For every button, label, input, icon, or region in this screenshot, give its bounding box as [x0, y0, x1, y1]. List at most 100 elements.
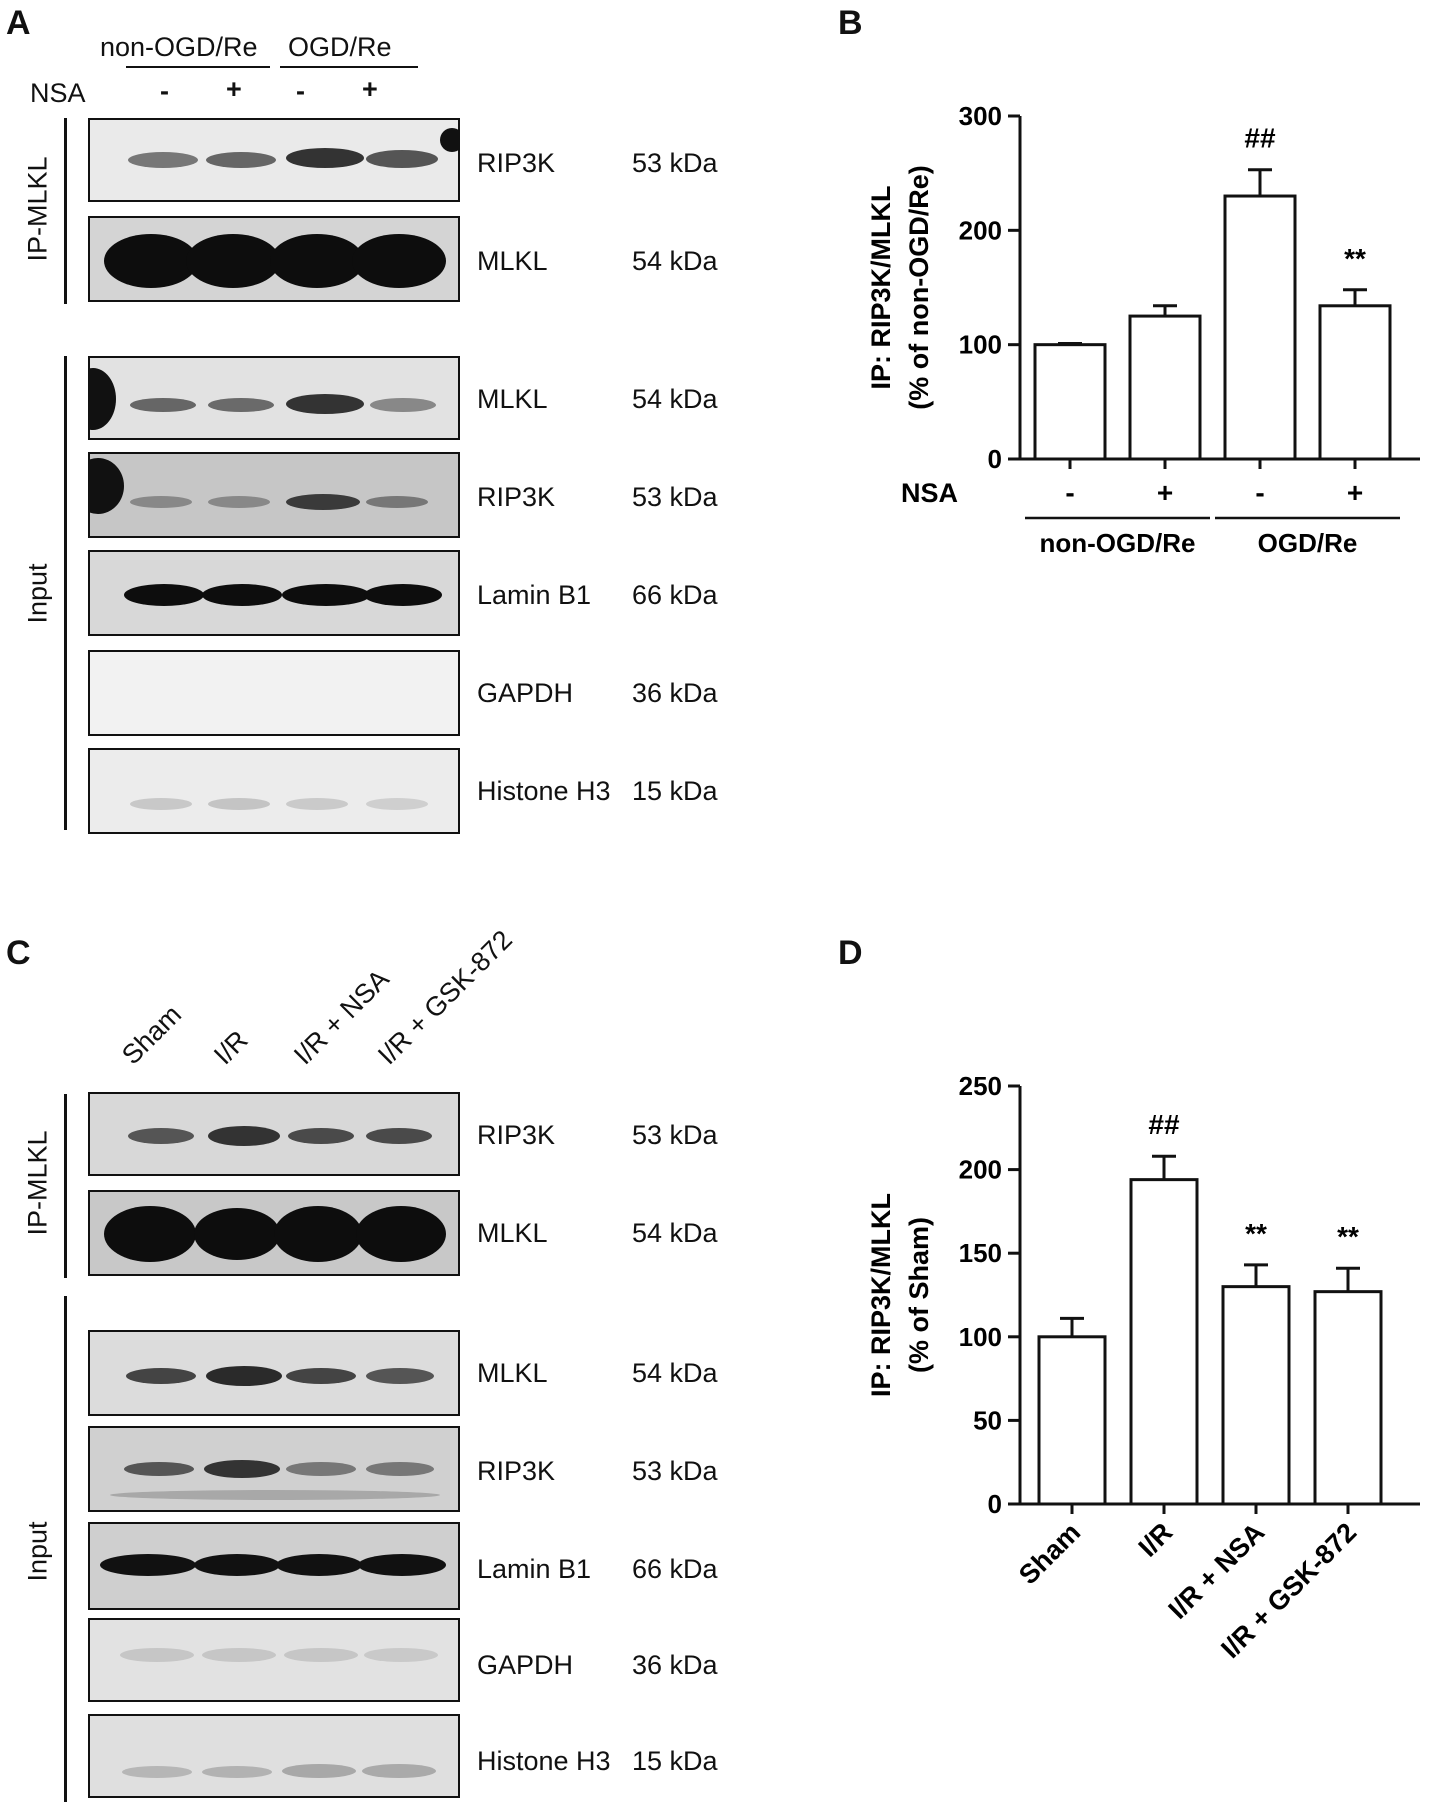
y-axis-title: IP: RIP3K/MLKL — [866, 1193, 896, 1397]
lane-label: I/R + GSK-872 — [372, 924, 518, 1071]
panel-a-letter: A — [6, 4, 31, 42]
row-label: RIP3K — [477, 148, 556, 178]
group-label-non-ogd: non-OGD/Re — [100, 32, 258, 62]
bar — [1033, 343, 1107, 461]
row-label: RIP3K — [477, 1456, 556, 1486]
y-tick-label: 50 — [973, 1405, 1002, 1435]
significance-label: ** — [1344, 243, 1366, 274]
input-bracket — [64, 356, 67, 830]
significance-label: ** — [1245, 1218, 1267, 1249]
blot-a-input-gapdh — [88, 650, 460, 736]
y-tick-label: 200 — [959, 215, 1002, 245]
ip-mlkl-label: IP-MLKL — [22, 156, 53, 262]
ip-bracket — [64, 1094, 67, 1278]
row-kda: 54 kDa — [632, 246, 718, 276]
bar — [1313, 1290, 1383, 1506]
significance-label: ## — [1148, 1109, 1180, 1140]
row-label: Histone H3 — [477, 776, 611, 806]
input-bracket — [64, 1296, 67, 1802]
row-label: Histone H3 — [477, 1746, 611, 1776]
row-kda: 36 kDa — [632, 678, 718, 708]
input-label: Input — [22, 563, 53, 624]
row-kda: 53 kDa — [632, 1456, 718, 1486]
y-tick-label: 100 — [959, 330, 1002, 360]
y-axis-title-2: (% of non-OGD/Re) — [904, 165, 934, 409]
y-axis-title-2: (% of Sham) — [904, 1217, 934, 1373]
bar — [1223, 194, 1297, 461]
y-tick-label: 200 — [959, 1155, 1002, 1185]
y-tick-label: 150 — [959, 1238, 1002, 1268]
lane-label: Sham — [116, 999, 188, 1071]
group-label-ogd: OGD/Re — [288, 32, 392, 62]
row-label: RIP3K — [477, 482, 556, 512]
row-label: Lamin B1 — [477, 580, 592, 610]
significance-label: ## — [1244, 123, 1276, 154]
lane-label: I/R — [208, 1024, 254, 1071]
blot-c-input-rip3k — [88, 1426, 460, 1512]
nsa-sign: - — [296, 76, 305, 106]
x-tick-label: + — [1347, 477, 1363, 508]
blot-a-input-histone — [88, 748, 460, 834]
row-kda: 53 kDa — [632, 1120, 718, 1150]
bar — [1221, 1285, 1291, 1506]
chart-d: 0 50 100 150 200 250 IP: RIP3K/MLKL (% of Sham)… — [866, 1071, 1420, 1664]
y-tick-label: 100 — [959, 1322, 1002, 1352]
nsa-sign: - — [160, 76, 169, 106]
row-kda: 54 kDa — [632, 1358, 718, 1388]
nsa-row-label: NSA — [901, 478, 958, 508]
panel-c-letter: C — [6, 934, 31, 972]
x-tick-label: I/R — [1133, 1517, 1179, 1563]
bar — [1128, 314, 1202, 461]
bar — [1037, 1335, 1107, 1506]
y-tick-label: 250 — [959, 1071, 1002, 1101]
y-tick-label: 0 — [988, 444, 1002, 474]
row-kda: 54 kDa — [632, 384, 718, 414]
row-kda: 36 kDa — [632, 1650, 718, 1680]
row-label: Lamin B1 — [477, 1554, 592, 1584]
ip-mlkl-label: IP-MLKL — [22, 1130, 53, 1236]
bar — [1129, 1178, 1199, 1506]
y-tick-label: 0 — [988, 1489, 1002, 1519]
input-label: Input — [22, 1521, 53, 1582]
blot-a-input-mlkl — [88, 356, 460, 440]
row-label: MLKL — [477, 246, 548, 276]
group-label: non-OGD/Re — [1040, 528, 1196, 558]
y-axis-title: IP: RIP3K/MLKL — [866, 185, 896, 389]
row-kda: 53 kDa — [632, 482, 718, 512]
row-label: RIP3K — [477, 1120, 556, 1150]
blot-a-ip-mlkl — [88, 216, 460, 302]
significance-label: ** — [1337, 1221, 1359, 1252]
blot-a-input-rip3k — [88, 452, 460, 538]
group-label: OGD/Re — [1258, 528, 1358, 558]
blot-c-ip-mlkl — [88, 1190, 460, 1276]
x-tick-label: Sham — [1013, 1517, 1086, 1590]
row-label: MLKL — [477, 1358, 548, 1388]
row-kda: 54 kDa — [632, 1218, 718, 1248]
blot-a-ip-rip3k — [88, 118, 460, 202]
blot-a-input-lamin — [88, 550, 460, 636]
row-kda: 15 kDa — [632, 1746, 718, 1776]
x-tick-label: - — [1255, 477, 1264, 508]
nsa-row-label: NSA — [30, 78, 86, 108]
bar — [1318, 304, 1392, 461]
row-label: GAPDH — [477, 678, 574, 708]
blot-c-input-lamin — [88, 1522, 460, 1610]
group-line-ogd — [280, 66, 418, 68]
chart-b: 0 100 200 300 IP: RIP3K/MLKL (% of non-OGD/Re… — [866, 101, 1420, 558]
panel-b-letter: B — [838, 4, 863, 42]
row-kda: 66 kDa — [632, 1554, 718, 1584]
ip-bracket — [64, 118, 67, 304]
group-line-non-ogd — [126, 66, 270, 68]
blot-c-input-histone — [88, 1714, 460, 1798]
row-label: GAPDH — [477, 1650, 574, 1680]
blot-c-input-gapdh — [88, 1618, 460, 1702]
x-tick-label: + — [1157, 477, 1173, 508]
row-label: MLKL — [477, 1218, 548, 1248]
row-kda: 66 kDa — [632, 580, 718, 610]
blot-c-input-mlkl — [88, 1330, 460, 1416]
row-kda: 53 kDa — [632, 148, 718, 178]
blot-c-ip-rip3k — [88, 1092, 460, 1176]
row-label: MLKL — [477, 384, 548, 414]
row-kda: 15 kDa — [632, 776, 718, 806]
panel-d-letter: D — [838, 934, 863, 972]
